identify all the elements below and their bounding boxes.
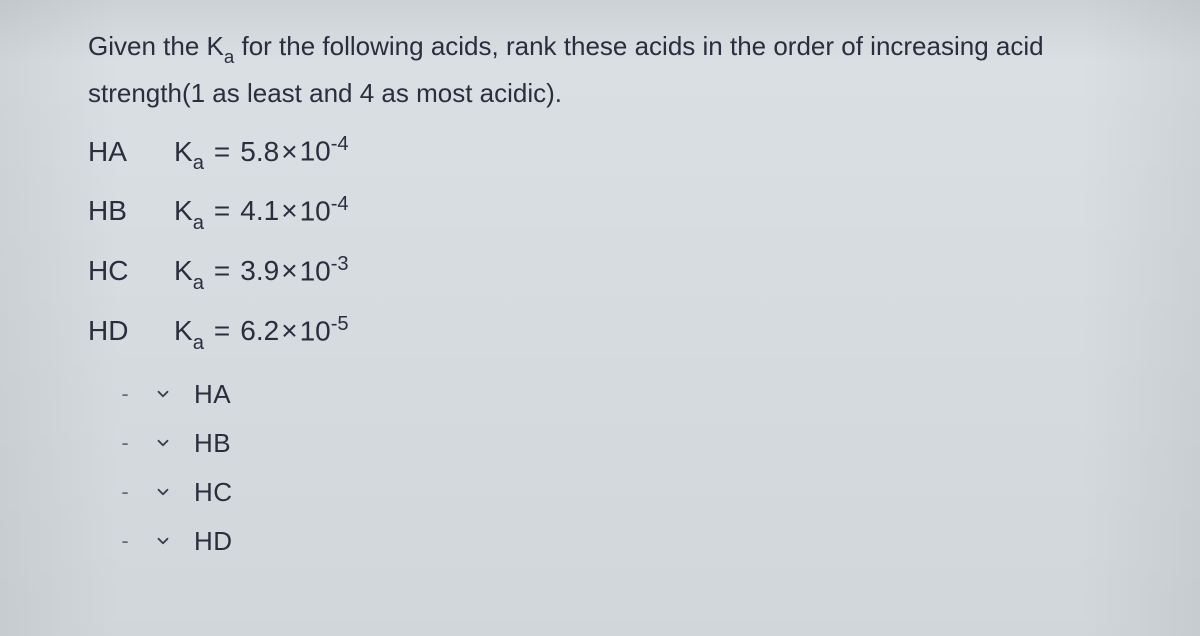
times-sign: × xyxy=(281,136,297,168)
mantissa: 6.2 xyxy=(240,315,279,347)
rank-dropdown[interactable] xyxy=(152,483,174,501)
exponent: -4 xyxy=(331,133,349,155)
question-line1-post: for the following acids, rank these acid… xyxy=(234,31,1043,61)
ka-symbol: Ka xyxy=(174,195,204,233)
answer-label: HA xyxy=(194,379,231,410)
rank-dropdown[interactable] xyxy=(152,385,174,403)
acid-label: HC xyxy=(88,255,144,287)
exponent: -5 xyxy=(331,313,349,335)
answer-label: HB xyxy=(194,428,231,459)
power-of-ten: 10-3 xyxy=(300,253,349,287)
acid-label: HB xyxy=(88,195,144,227)
exponent: -3 xyxy=(331,253,349,275)
ka-expression: Ka = 4.1 × 10-4 xyxy=(174,193,349,233)
ka-list: HA Ka = 5.8 × 10-4 HB Ka = 4.1 × 10-4 HC… xyxy=(88,133,1140,353)
ka-symbol: Ka xyxy=(174,136,204,174)
question-ka-subscript: a xyxy=(224,46,234,67)
answer-row: - HA xyxy=(118,379,1140,410)
equals-sign: = xyxy=(214,315,230,347)
question-page: Given the Ka for the following acids, ra… xyxy=(0,0,1200,636)
ka-row: HD Ka = 6.2 × 10-5 xyxy=(88,313,1140,353)
mantissa: 5.8 xyxy=(240,136,279,168)
power-of-ten: 10-4 xyxy=(300,133,349,167)
ka-symbol: Ka xyxy=(174,255,204,293)
chevron-down-icon xyxy=(154,532,172,550)
answer-placeholder: - xyxy=(118,430,132,456)
answer-row: - HD xyxy=(118,526,1140,557)
answer-placeholder: - xyxy=(118,528,132,554)
question-text: Given the Ka for the following acids, ra… xyxy=(88,24,1128,115)
ka-expression: Ka = 6.2 × 10-5 xyxy=(174,313,349,353)
answer-row: - HC xyxy=(118,477,1140,508)
mantissa: 4.1 xyxy=(240,195,279,227)
answer-matching-area: - HA - HB - HC - HD xyxy=(118,379,1140,557)
answer-placeholder: - xyxy=(118,479,132,505)
times-sign: × xyxy=(281,315,297,347)
equals-sign: = xyxy=(214,255,230,287)
mantissa: 3.9 xyxy=(240,255,279,287)
ka-row: HA Ka = 5.8 × 10-4 xyxy=(88,133,1140,173)
times-sign: × xyxy=(281,195,297,227)
ka-expression: Ka = 5.8 × 10-4 xyxy=(174,133,349,173)
answer-label: HC xyxy=(194,477,233,508)
acid-label: HD xyxy=(88,315,144,347)
exponent: -4 xyxy=(331,193,349,215)
rank-dropdown[interactable] xyxy=(152,532,174,550)
answer-label: HD xyxy=(194,526,233,557)
equals-sign: = xyxy=(214,195,230,227)
ka-row: HC Ka = 3.9 × 10-3 xyxy=(88,253,1140,293)
answer-placeholder: - xyxy=(118,381,132,407)
chevron-down-icon xyxy=(154,385,172,403)
chevron-down-icon xyxy=(154,483,172,501)
question-line2: strength(1 as least and 4 as most acidic… xyxy=(88,78,562,108)
ka-symbol: Ka xyxy=(174,315,204,353)
ka-row: HB Ka = 4.1 × 10-4 xyxy=(88,193,1140,233)
power-of-ten: 10-4 xyxy=(300,193,349,227)
answer-row: - HB xyxy=(118,428,1140,459)
chevron-down-icon xyxy=(154,434,172,452)
equals-sign: = xyxy=(214,136,230,168)
times-sign: × xyxy=(281,255,297,287)
acid-label: HA xyxy=(88,136,144,168)
power-of-ten: 10-5 xyxy=(300,313,349,347)
question-line1-pre: Given the K xyxy=(88,31,224,61)
ka-expression: Ka = 3.9 × 10-3 xyxy=(174,253,349,293)
rank-dropdown[interactable] xyxy=(152,434,174,452)
